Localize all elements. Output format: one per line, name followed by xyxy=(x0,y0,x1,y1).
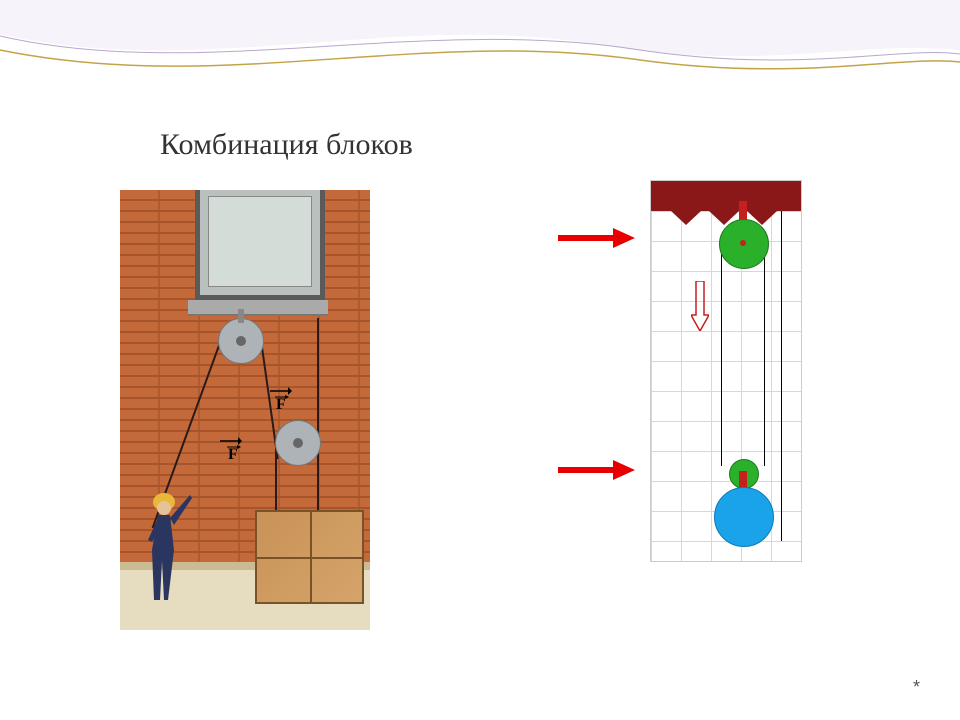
ceiling-support xyxy=(671,211,701,225)
crate-load xyxy=(255,510,364,604)
window-sill xyxy=(188,300,328,316)
arrow-shaft xyxy=(558,467,613,473)
arrow-head-icon xyxy=(613,228,635,248)
motion-arrow-down xyxy=(691,281,709,331)
left-illustration: F F xyxy=(120,190,370,630)
force-vector-bar xyxy=(227,444,241,450)
rope-free-end xyxy=(781,211,782,541)
rope-right xyxy=(764,241,765,466)
slide-title: Комбинация блоков xyxy=(160,128,413,162)
window xyxy=(195,190,325,300)
slide-top-wave xyxy=(0,0,960,90)
pulley-axle-dot xyxy=(740,240,746,246)
window-interior xyxy=(208,196,312,287)
weight-load xyxy=(714,487,774,547)
right-schematic xyxy=(650,180,802,562)
movable-pulley xyxy=(275,420,321,466)
page-number: * xyxy=(913,677,920,698)
rope-segment xyxy=(317,318,319,518)
arrow-shaft xyxy=(558,235,613,241)
rope-left xyxy=(721,241,722,466)
indicator-arrow-top xyxy=(558,228,638,248)
worker-figure xyxy=(140,490,195,610)
fixed-pulley xyxy=(218,318,264,364)
indicator-arrow-bottom xyxy=(558,460,638,480)
ceiling-bar xyxy=(651,181,801,211)
pulley-axle xyxy=(236,336,246,346)
arrow-head-icon xyxy=(613,460,635,480)
force-vector-bar xyxy=(275,394,289,400)
pulley-axle xyxy=(293,438,303,448)
